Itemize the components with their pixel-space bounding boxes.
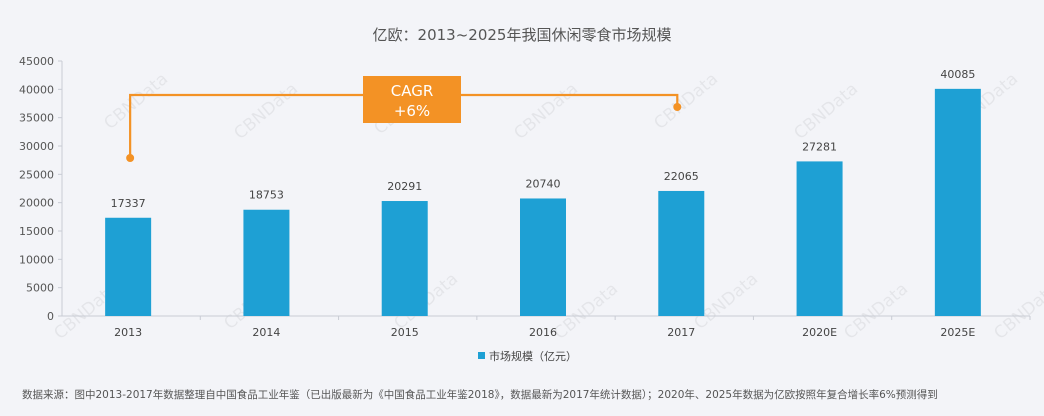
y-tick-label: 15000: [19, 225, 54, 238]
x-axis-ticks: 2013 2014 2015 2016 2017 2020E 2025E: [114, 316, 1031, 339]
watermark-text: CBNData: [230, 79, 302, 144]
value-label-2020E: 27281: [802, 140, 837, 153]
bar-2025E: [934, 88, 981, 316]
value-label-2025E: 40085: [940, 68, 975, 81]
y-tick-label: 20000: [19, 197, 54, 210]
value-labels: 17337 18753 20291 20740 22065 27281 40085: [111, 68, 976, 210]
value-label-2016: 20740: [526, 177, 561, 190]
source-footnote: 数据来源：图中2013-2017年数据整理自中国食品工业年鉴（已出版最新为《中国…: [22, 389, 938, 401]
x-tick-label-2017: 2017: [667, 326, 695, 339]
cagr-value: +6%: [394, 102, 430, 120]
cagr-dot-start: [126, 154, 135, 162]
cagr-dot-end: [673, 103, 682, 111]
legend-label: 市场规模（亿元）: [489, 349, 577, 363]
cagr-box: [363, 76, 461, 123]
legend-swatch: [478, 352, 485, 359]
bar-2017: [658, 190, 705, 316]
x-tick-label-2025E: 2025E: [940, 326, 975, 339]
x-tick-label-2013: 2013: [114, 326, 142, 339]
watermark-text: CBNData: [790, 79, 862, 144]
bar-2015: [381, 201, 428, 316]
x-tick-label-2020E: 2020E: [802, 326, 837, 339]
cagr-annotation: CAGR +6%: [126, 76, 682, 162]
x-tick-label-2014: 2014: [252, 326, 280, 339]
bar-2014: [243, 209, 290, 316]
value-label-2015: 20291: [387, 180, 422, 193]
x-tick-label-2015: 2015: [391, 326, 419, 339]
value-label-2017: 22065: [664, 170, 699, 183]
bar-2013: [105, 217, 152, 316]
y-axis-ticks: 0 5000 10000 15000 20000 25000 30000 35000 40000…: [19, 55, 62, 323]
y-tick-label: 10000: [19, 253, 54, 266]
y-tick-label: 45000: [19, 55, 54, 68]
cagr-label: CAGR: [391, 82, 434, 100]
legend: 市场规模（亿元）: [478, 349, 577, 363]
y-tick-label: 30000: [19, 140, 54, 153]
bar-2020E: [796, 161, 843, 316]
watermark-text: CBNData: [840, 279, 912, 344]
watermark-text: CBNData: [100, 69, 172, 134]
y-tick-label: 35000: [19, 112, 54, 125]
watermark-text: CBNData: [510, 79, 582, 144]
bars: [105, 88, 981, 316]
watermark-text: CBNData: [990, 279, 1044, 344]
y-tick-label: 0: [47, 310, 54, 323]
y-tick-label: 25000: [19, 168, 54, 181]
bar-2016: [520, 198, 566, 316]
value-label-2014: 18753: [249, 189, 284, 202]
watermark-text: CBNData: [650, 69, 722, 134]
y-tick-label: 5000: [26, 282, 54, 295]
chart-title: 亿欧：2013~2025年我国休闲零食市场规模: [373, 26, 672, 44]
value-label-2013: 17337: [111, 197, 146, 210]
y-tick-label: 40000: [19, 83, 54, 96]
x-tick-label-2016: 2016: [529, 326, 557, 339]
